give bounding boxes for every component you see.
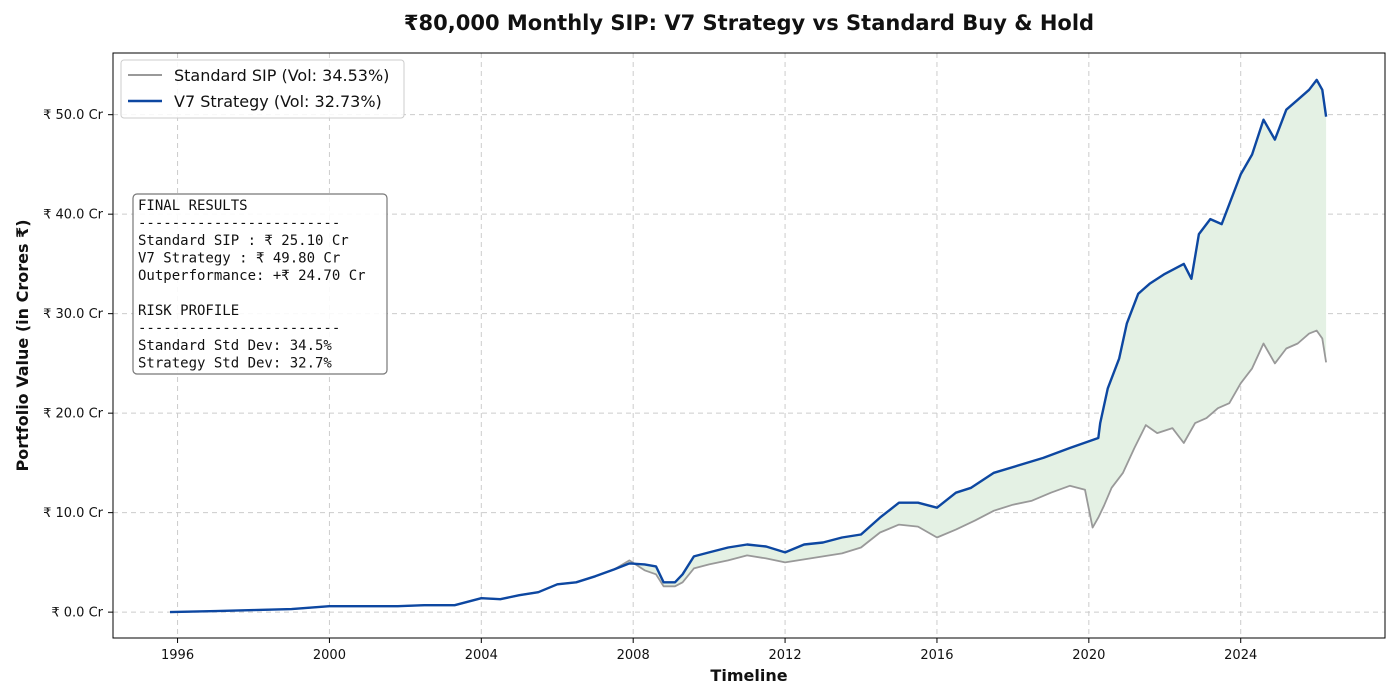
x-axis-label: Timeline bbox=[710, 666, 787, 685]
fill-between-area bbox=[170, 79, 1327, 613]
y-tick-label: ₹ 10.0 Cr bbox=[43, 506, 104, 521]
info-line: Standard Std Dev: 34.5% bbox=[138, 338, 332, 354]
legend-entry-standard-sip: Standard SIP (Vol: 34.53%) bbox=[174, 66, 389, 85]
y-tick-label: ₹ 0.0 Cr bbox=[51, 606, 103, 621]
y-axis-label: Portfolio Value (in Crores ₹) bbox=[13, 219, 32, 471]
info-line: V7 Strategy : ₹ 49.80 Cr bbox=[138, 251, 340, 267]
x-tick-label: 2008 bbox=[617, 648, 650, 663]
info-line: FINAL RESULTS bbox=[138, 198, 248, 214]
info-line: Outperformance: +₹ 24.70 Cr bbox=[138, 268, 366, 284]
x-tick-label: 1996 bbox=[161, 648, 194, 663]
results-info-box: FINAL RESULTS ------------------------ S… bbox=[132, 193, 388, 375]
plot-area bbox=[112, 52, 1386, 639]
info-box-frame bbox=[132, 193, 388, 375]
y-tick-label: ₹ 30.0 Cr bbox=[43, 307, 104, 322]
y-tick-label: ₹ 20.0 Cr bbox=[43, 407, 104, 422]
info-line: ------------------------ bbox=[138, 321, 340, 337]
x-tick-label: 2004 bbox=[465, 648, 498, 663]
series-layer bbox=[169, 78, 1328, 614]
y-tick-label: ₹ 50.0 Cr bbox=[43, 108, 104, 123]
x-axis: 1996 2000 2004 2008 2012 2016 2020 2024 bbox=[161, 638, 1257, 663]
x-tick-label: 2000 bbox=[313, 648, 346, 663]
series-line-v7-strategy bbox=[169, 78, 1328, 614]
y-tick-label: ₹ 40.0 Cr bbox=[43, 208, 104, 223]
info-line: RISK PROFILE bbox=[138, 303, 239, 319]
x-tick-label: 2016 bbox=[920, 648, 953, 663]
chart-title: ₹80,000 Monthly SIP: V7 Strategy vs Stan… bbox=[404, 11, 1094, 35]
fill-area bbox=[170, 79, 1327, 613]
x-tick-label: 2024 bbox=[1224, 648, 1257, 663]
legend-box bbox=[120, 59, 405, 119]
info-line: Standard SIP : ₹ 25.10 Cr bbox=[138, 233, 349, 249]
legend-entry-v7-strategy: V7 Strategy (Vol: 32.73%) bbox=[174, 92, 382, 111]
info-line: Strategy Std Dev: 32.7% bbox=[138, 356, 332, 372]
info-line: ------------------------ bbox=[138, 216, 340, 232]
x-tick-label: 2020 bbox=[1072, 648, 1105, 663]
y-axis: ₹ 0.0 Cr ₹ 10.0 Cr ₹ 20.0 Cr ₹ 30.0 Cr ₹ 40.… bbox=[43, 108, 113, 621]
x-tick-label: 2012 bbox=[769, 648, 802, 663]
legend: Standard SIP (Vol: 34.53%) V7 Strategy (… bbox=[120, 59, 405, 119]
